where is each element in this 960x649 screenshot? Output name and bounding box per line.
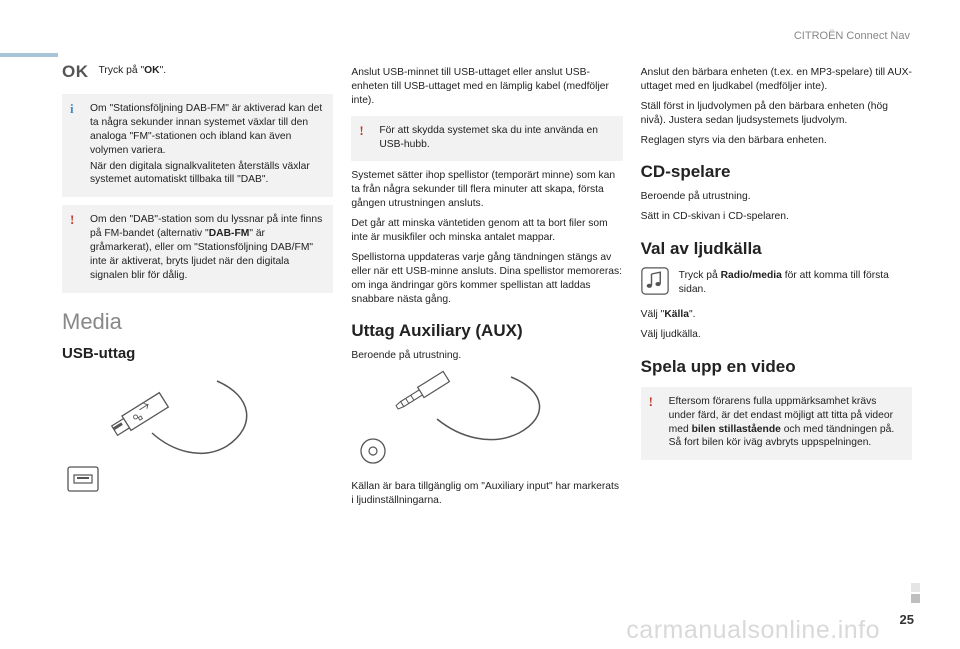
src-p1-bold: Källa (664, 309, 689, 320)
side-marker-2 (911, 583, 920, 592)
warn-box-video: ! Eftersom förarens fulla uppmärksamhet … (641, 387, 912, 461)
video-warn-bold: bilen stillastående (692, 424, 781, 435)
music-note-icon (641, 267, 669, 300)
ok-text-pre: Tryck på " (99, 65, 145, 76)
src-p1: Välj "Källa". (641, 308, 912, 322)
manual-page: CITROËN Connect Nav OK Tryck på "OK". i … (0, 0, 960, 649)
warn-box-usbhub: ! För att skydda systemet ska du inte an… (351, 116, 622, 162)
cd-p: Sätt in CD-skivan i CD-spelaren. (641, 210, 912, 224)
usb-figure (62, 371, 262, 506)
ok-text-bold: OK (144, 65, 159, 76)
src-p1-pre: Välj " (641, 309, 665, 320)
c3-p3: Reglagen styrs via den bärbara enheten. (641, 134, 912, 148)
ok-row: OK Tryck på "OK". (62, 62, 333, 84)
column-1: OK Tryck på "OK". i Om "Stationsföljning… (62, 62, 333, 514)
column-2: Anslut USB-minnet till USB-uttaget eller… (351, 62, 622, 514)
c3-p1: Anslut den bärbara enheten (t.ex. en MP3… (641, 66, 912, 94)
ok-text-post: ". (160, 65, 167, 76)
ok-icon: OK (62, 61, 89, 84)
c2-warn1: För att skydda systemet ska du inte anvä… (379, 124, 612, 152)
info-icon: i (70, 100, 74, 118)
page-number: 25 (900, 612, 914, 627)
watermark: carmanualsonline.info (626, 616, 880, 645)
cd-sub: Beroende på utrustning. (641, 190, 912, 204)
info1-p2: När den digitala signalkvaliteten återst… (90, 160, 323, 188)
header-bar (0, 53, 58, 57)
warn1-text: Om den "DAB"-station som du lyssnar på i… (90, 213, 323, 282)
ok-instruction: Tryck på "OK". (99, 62, 167, 78)
content-columns: OK Tryck på "OK". i Om "Stationsföljning… (62, 62, 912, 514)
c3-p2: Ställ först in ljudvolymen på den bärbar… (641, 100, 912, 128)
warn-box-dab: ! Om den "DAB"-station som du lyssnar på… (62, 205, 333, 292)
column-3: Anslut den bärbara enheten (t.ex. en MP3… (641, 62, 912, 514)
warn1-pre: Om den "DAB"-station som du lyssnar på i… (90, 214, 322, 239)
c2-p2: Systemet sätter ihop spellistor (temporä… (351, 169, 622, 211)
media-heading: Media (62, 307, 333, 337)
src-p2: Välj ljudkälla. (641, 328, 912, 342)
aux-heading: Uttag Auxiliary (AUX) (351, 320, 622, 343)
video-warn-text: Eftersom förarens fulla uppmärksamhet kr… (669, 395, 902, 451)
usb-heading: USB-uttag (62, 344, 333, 364)
src-p1-post: ". (689, 309, 696, 320)
c2-p1: Anslut USB-minnet till USB-uttaget eller… (351, 66, 622, 108)
warn-icon: ! (70, 211, 74, 229)
radio-media-row: Tryck på Radio/media för att komma till … (641, 267, 912, 300)
src-heading: Val av ljudkälla (641, 238, 912, 261)
aux-figure (351, 369, 551, 474)
aux-sub: Beroende på utrustning. (351, 349, 622, 363)
warn-icon: ! (359, 122, 363, 140)
video-heading: Spela upp en video (641, 356, 912, 379)
info1-p1: Om "Stationsföljning DAB-FM" är aktivera… (90, 102, 323, 158)
warn1-bold: DAB-FM (209, 228, 250, 239)
aux-note: Källan är bara tillgänglig om "Auxiliary… (351, 480, 622, 508)
info-box-dabfm: i Om "Stationsföljning DAB-FM" är aktive… (62, 94, 333, 197)
brand-header: CITROËN Connect Nav (794, 30, 910, 42)
warn-icon: ! (649, 393, 653, 411)
side-marker-1 (911, 594, 920, 603)
src-text-pre: Tryck på (679, 270, 721, 281)
c2-p3: Det går att minska väntetiden genom att … (351, 217, 622, 245)
cd-heading: CD-spelare (641, 161, 912, 184)
c2-p4: Spellistorna uppdateras varje gång tändn… (351, 251, 622, 307)
src-text-bold: Radio/media (721, 270, 782, 281)
src-text: Tryck på Radio/media för att komma till … (679, 267, 912, 297)
